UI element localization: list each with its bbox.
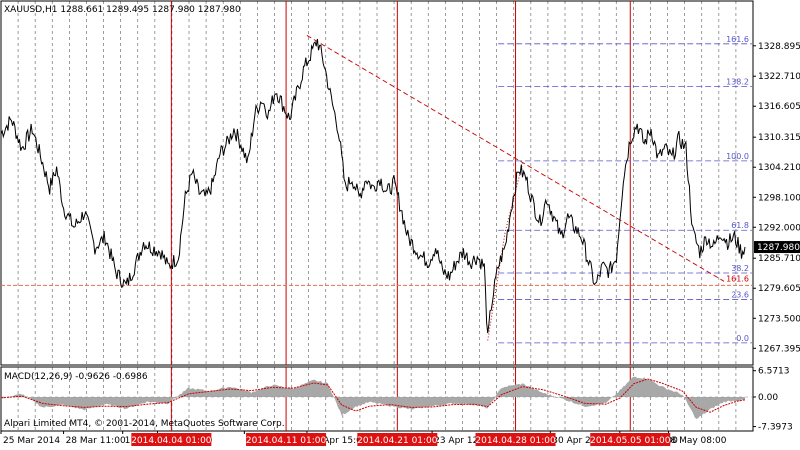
current-price-label: 1287.980	[757, 243, 800, 253]
macd-tick-label: -7.3973	[758, 423, 793, 433]
fib-level-label: 38.2	[731, 264, 749, 273]
event-date-label: 2014.04.28 01:00	[475, 436, 556, 446]
event-lines	[170, 1, 631, 431]
macd-indicator	[0, 376, 753, 419]
fib-level-label: 138.2	[726, 78, 749, 87]
event-date-tag	[590, 433, 671, 446]
price-tick-label: 1285.710	[758, 254, 800, 264]
time-tick-label: 23 Apr 12:00	[434, 436, 493, 446]
time-tick-label: 14 Apr 15:00	[309, 436, 368, 446]
time-tick-label: 25 Mar 2014	[3, 436, 60, 446]
copyright-text: Alpari Limited MT4, © 2001-2014, MetaQuo…	[4, 419, 285, 429]
price-tick-label: 1267.395	[758, 344, 800, 354]
fibonacci-levels: 161.6 138.2 100.0 61.8 38.2 23.6 0.0 161.6	[498, 35, 752, 344]
current-price-tag	[754, 241, 800, 254]
fib-level-label: 100.0	[726, 152, 749, 161]
fib-level-label: 61.8	[731, 221, 749, 230]
chart-overlays	[1, 35, 753, 341]
macd-axis: 6.5713 0.00 -7.3973	[753, 367, 793, 433]
price-tick-label: 1322.710	[758, 72, 800, 82]
chart-title: XAUUSD,H1 1288.661 1289.495 1287.980 128…	[4, 5, 241, 15]
price-tick-label: 1316.605	[758, 102, 800, 112]
time-tick-label: 30 Apr 20:00	[552, 436, 611, 446]
event-date-tag	[131, 433, 212, 446]
event-date-label: 2014.04.11 01:00	[246, 436, 327, 446]
macd-title: MACD(12,26,9) -0.9626 -0.6986	[4, 372, 148, 382]
price-tick-label: 1273.500	[758, 314, 800, 324]
dotted-projection-line	[487, 163, 523, 341]
price-tick-label: 1310.315	[758, 133, 800, 143]
macd-tick-label: 6.5713	[758, 367, 790, 377]
event-date-label: 2014.04.21 01:00	[357, 436, 438, 446]
time-tick-label: 8 May 08:00	[671, 436, 727, 446]
price-line	[0, 38, 746, 334]
event-date-tag	[357, 433, 438, 446]
fib-extension-label: 161.6	[726, 274, 749, 283]
macd-tick-label: 0.00	[758, 393, 778, 403]
fib-level-label: 0.0	[736, 334, 749, 343]
event-date-label: 2014.05.05 01:00	[590, 436, 671, 446]
fib-level-label: 23.6	[731, 291, 749, 300]
trend-line	[306, 35, 725, 282]
fib-level-label: 161.6	[726, 35, 749, 44]
macd-signal-line	[0, 378, 746, 413]
price-tick-label: 1279.605	[758, 284, 800, 294]
event-date-label: 2014.04.04 01:00	[131, 436, 212, 446]
time-tick-label: 28 Mar 11:00	[66, 436, 126, 446]
event-date-tag	[475, 433, 556, 446]
event-date-tag	[246, 433, 327, 446]
price-tick-label: 1298.100	[758, 193, 800, 203]
macd-histogram	[1, 376, 745, 419]
price-tick-label: 1292.000	[758, 223, 800, 233]
price-tick-label: 1328.895	[758, 42, 800, 52]
price-series	[0, 38, 746, 334]
price-tick-label: 1304.210	[758, 163, 800, 173]
price-axis: 1328.895 1322.710 1316.605 1310.315 1304.210…	[753, 42, 800, 354]
